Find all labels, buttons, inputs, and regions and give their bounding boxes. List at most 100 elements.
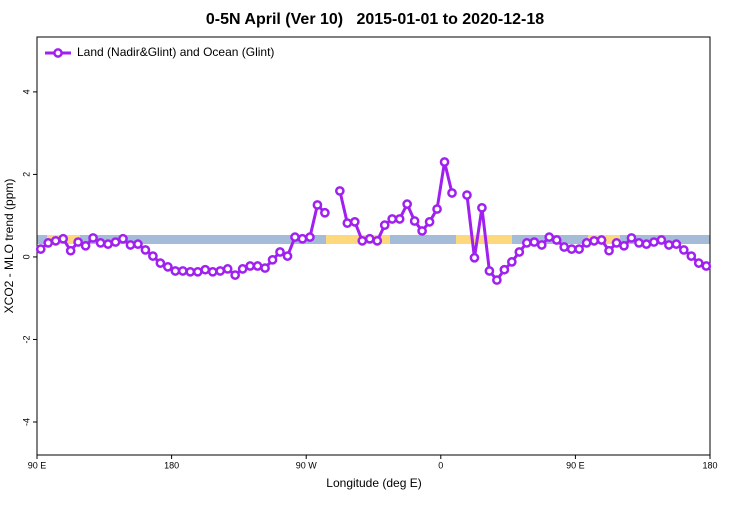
- x-tick-label: 90 W: [296, 460, 318, 470]
- point: [58, 233, 69, 244]
- point: [170, 266, 181, 276]
- point: [65, 245, 76, 256]
- y-tick-label: -2: [21, 335, 31, 343]
- point: [701, 261, 712, 271]
- point: [267, 254, 278, 265]
- point: [192, 266, 203, 277]
- point: [387, 214, 398, 224]
- point: [693, 258, 704, 268]
- x-tick-label: 0: [438, 460, 443, 470]
- point: [671, 239, 682, 249]
- point: [207, 266, 218, 277]
- point: [432, 204, 442, 214]
- point: [649, 237, 659, 247]
- land-band: [456, 235, 512, 244]
- point: [604, 245, 614, 256]
- point: [320, 207, 330, 218]
- point: [230, 270, 241, 280]
- point: [372, 235, 383, 246]
- point: [559, 242, 570, 252]
- legend-marker: [53, 48, 63, 58]
- point: [335, 186, 345, 196]
- point: [656, 235, 667, 245]
- point: [439, 157, 450, 167]
- x-tick-label: 180: [164, 460, 179, 470]
- point: [551, 235, 562, 245]
- point: [163, 261, 173, 272]
- point: [290, 232, 300, 242]
- point: [447, 188, 457, 198]
- point: [626, 233, 637, 243]
- point: [215, 266, 226, 276]
- point: [484, 266, 495, 276]
- point: [529, 237, 540, 247]
- x-tick-label: 180: [702, 460, 717, 470]
- legend-label: Land (Nadir&Glint) and Ocean (Glint): [77, 45, 274, 59]
- point: [177, 266, 188, 276]
- point: [140, 245, 151, 255]
- point: [514, 247, 525, 257]
- point: [417, 226, 427, 236]
- y-tick-label: -4: [21, 418, 31, 426]
- point: [80, 240, 91, 251]
- point: [35, 244, 46, 254]
- point: [305, 232, 315, 242]
- point: [634, 238, 644, 248]
- point: [43, 238, 54, 248]
- point: [260, 263, 270, 273]
- point: [342, 218, 353, 228]
- point: [237, 264, 248, 274]
- point: [678, 245, 689, 255]
- plot-frame: [36, 36, 711, 456]
- point: [566, 244, 577, 254]
- point: [148, 251, 158, 261]
- point: [499, 264, 510, 275]
- point: [619, 240, 629, 251]
- point: [596, 235, 607, 245]
- point: [469, 252, 480, 263]
- point: [73, 237, 83, 247]
- chart-title: 0-5N April (Ver 10) 2015-01-01 to 2020-1…: [206, 11, 544, 28]
- point: [536, 240, 547, 250]
- point: [611, 238, 622, 248]
- point: [521, 238, 532, 248]
- point: [574, 244, 584, 254]
- point: [125, 240, 136, 250]
- point: [200, 264, 211, 275]
- point: [252, 261, 263, 271]
- point: [222, 264, 233, 274]
- x-axis-label: Longitude (deg E): [326, 476, 421, 490]
- point: [664, 240, 674, 250]
- y-tick-label: 0: [21, 254, 31, 259]
- x-tick-label: 90 E: [28, 460, 47, 470]
- point: [95, 238, 106, 248]
- point: [50, 235, 61, 246]
- point: [589, 235, 599, 246]
- point: [275, 247, 285, 257]
- point: [133, 239, 143, 249]
- point: [312, 200, 323, 210]
- point: [394, 214, 405, 224]
- point: [402, 199, 412, 209]
- point: [357, 235, 368, 246]
- x-tick-label: 90 E: [566, 460, 585, 470]
- point: [379, 220, 390, 231]
- point: [424, 217, 435, 227]
- point: [462, 190, 472, 200]
- point: [155, 258, 166, 268]
- point: [349, 217, 360, 227]
- y-axis-label: XCO2 - MLO trend (ppm): [2, 179, 16, 314]
- point: [544, 232, 555, 242]
- point: [88, 233, 98, 243]
- point: [506, 257, 517, 267]
- point: [282, 251, 293, 261]
- point: [103, 239, 113, 249]
- point: [118, 233, 128, 244]
- y-tick-label: 4: [21, 89, 31, 94]
- point: [686, 251, 697, 261]
- point: [492, 275, 502, 285]
- point: [110, 237, 121, 247]
- point: [641, 239, 652, 249]
